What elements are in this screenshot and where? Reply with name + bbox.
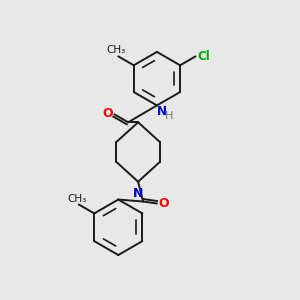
- Text: O: O: [159, 197, 169, 210]
- Text: N: N: [133, 187, 143, 200]
- Text: O: O: [102, 107, 113, 120]
- Text: CH₃: CH₃: [67, 194, 86, 203]
- Text: N: N: [157, 105, 167, 118]
- Text: CH₃: CH₃: [107, 45, 126, 56]
- Text: Cl: Cl: [197, 50, 210, 63]
- Text: H: H: [165, 111, 173, 121]
